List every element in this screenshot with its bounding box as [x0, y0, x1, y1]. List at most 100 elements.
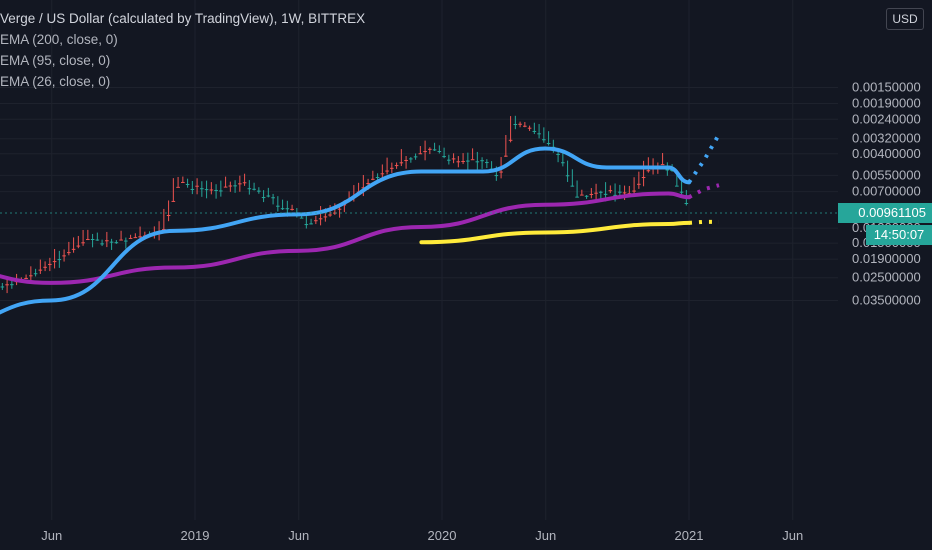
candle — [461, 153, 465, 165]
price-axis[interactable]: 0.035000000.025000000.019000000.01500000… — [852, 79, 921, 307]
ema200-legend[interactable]: EMA (200, close, 0) — [0, 32, 118, 47]
y-tick-label: 0.00240000 — [852, 111, 921, 126]
ema-projection-0 — [688, 219, 719, 225]
candle — [537, 124, 541, 139]
candle — [176, 176, 180, 188]
candle — [0, 282, 5, 290]
candle — [171, 178, 176, 202]
y-tick-label: 0.01900000 — [852, 251, 921, 266]
candle — [252, 182, 256, 191]
candle — [589, 188, 594, 199]
candle — [266, 187, 271, 198]
x-tick-label: Jun — [288, 528, 309, 543]
candle — [124, 237, 128, 249]
time-axis[interactable]: Jun 2019 Jun 2020 Jun 2021 Jun — [41, 528, 803, 543]
candle — [504, 135, 508, 157]
candle — [90, 233, 95, 248]
candle — [38, 259, 43, 274]
candle — [466, 152, 470, 170]
candle — [62, 249, 66, 262]
x-tick-label: 2021 — [675, 528, 704, 543]
candle — [608, 185, 613, 194]
candle — [575, 180, 579, 198]
candle — [86, 229, 90, 241]
candle — [318, 206, 323, 226]
candle — [200, 181, 204, 197]
candle — [81, 229, 85, 246]
candle — [233, 180, 237, 193]
candle — [451, 153, 456, 164]
ema95-legend[interactable]: EMA (95, close, 0) — [0, 53, 111, 68]
candle — [261, 190, 266, 203]
candle — [48, 257, 52, 272]
candle — [309, 218, 313, 225]
ema-line-2 — [0, 146, 691, 315]
x-tick-label: Jun — [535, 528, 556, 543]
candle — [29, 266, 33, 282]
candle — [641, 160, 646, 187]
last-price-label: 0.00961105 — [838, 203, 932, 223]
candle — [271, 193, 275, 205]
candle — [257, 187, 261, 194]
candle — [290, 204, 294, 211]
candle — [542, 127, 546, 143]
candle — [76, 235, 81, 249]
candle — [238, 175, 242, 192]
candle — [390, 162, 394, 173]
currency-button[interactable]: USD — [886, 8, 924, 30]
candle — [114, 240, 119, 244]
candle — [456, 156, 461, 168]
candle — [67, 241, 71, 256]
candle — [447, 154, 451, 165]
candle — [276, 196, 280, 212]
y-tick-label: 0.00150000 — [852, 79, 921, 94]
candle — [565, 160, 570, 182]
candle — [480, 157, 484, 169]
candle — [632, 177, 636, 195]
candle — [485, 159, 489, 169]
candle — [10, 280, 14, 289]
candle — [52, 249, 57, 269]
candle — [437, 145, 442, 154]
candle — [223, 176, 228, 188]
candle — [228, 181, 233, 192]
candle — [404, 156, 408, 169]
candle — [518, 121, 522, 128]
candle — [570, 169, 575, 187]
candle — [24, 274, 28, 279]
candle — [138, 226, 142, 240]
ema-line-1 — [0, 191, 691, 285]
symbol-title[interactable]: Verge / US Dollar (calculated by Trading… — [0, 11, 366, 26]
candle — [637, 171, 641, 189]
candle — [247, 180, 252, 195]
candle — [314, 215, 318, 225]
candle — [599, 190, 603, 200]
candle — [100, 239, 104, 247]
candle — [133, 233, 138, 239]
candle — [399, 149, 404, 167]
candle — [109, 238, 114, 250]
candle — [470, 148, 475, 161]
candle — [181, 176, 185, 183]
candle — [209, 182, 214, 195]
candle — [385, 157, 389, 175]
candle — [418, 146, 423, 155]
candle — [185, 178, 190, 188]
candle — [660, 152, 665, 166]
y-tick-label: 0.03500000 — [852, 292, 921, 307]
ema-lines — [0, 133, 721, 315]
candle — [33, 268, 38, 277]
candle — [394, 162, 399, 169]
candle — [119, 230, 123, 241]
y-tick-label: 0.00700000 — [852, 184, 921, 199]
y-tick-label: 0.00190000 — [852, 95, 921, 110]
candle — [43, 261, 47, 272]
y-tick-label: 0.00320000 — [852, 131, 921, 146]
chart-legend: Verge / US Dollar (calculated by Trading… — [0, 8, 365, 92]
candle — [71, 237, 76, 253]
bar-countdown: 14:50:07 — [866, 225, 932, 245]
ema26-legend[interactable]: EMA (26, close, 0) — [0, 74, 111, 89]
candle — [532, 122, 537, 135]
candle — [428, 147, 432, 155]
x-tick-label: 2020 — [428, 528, 457, 543]
